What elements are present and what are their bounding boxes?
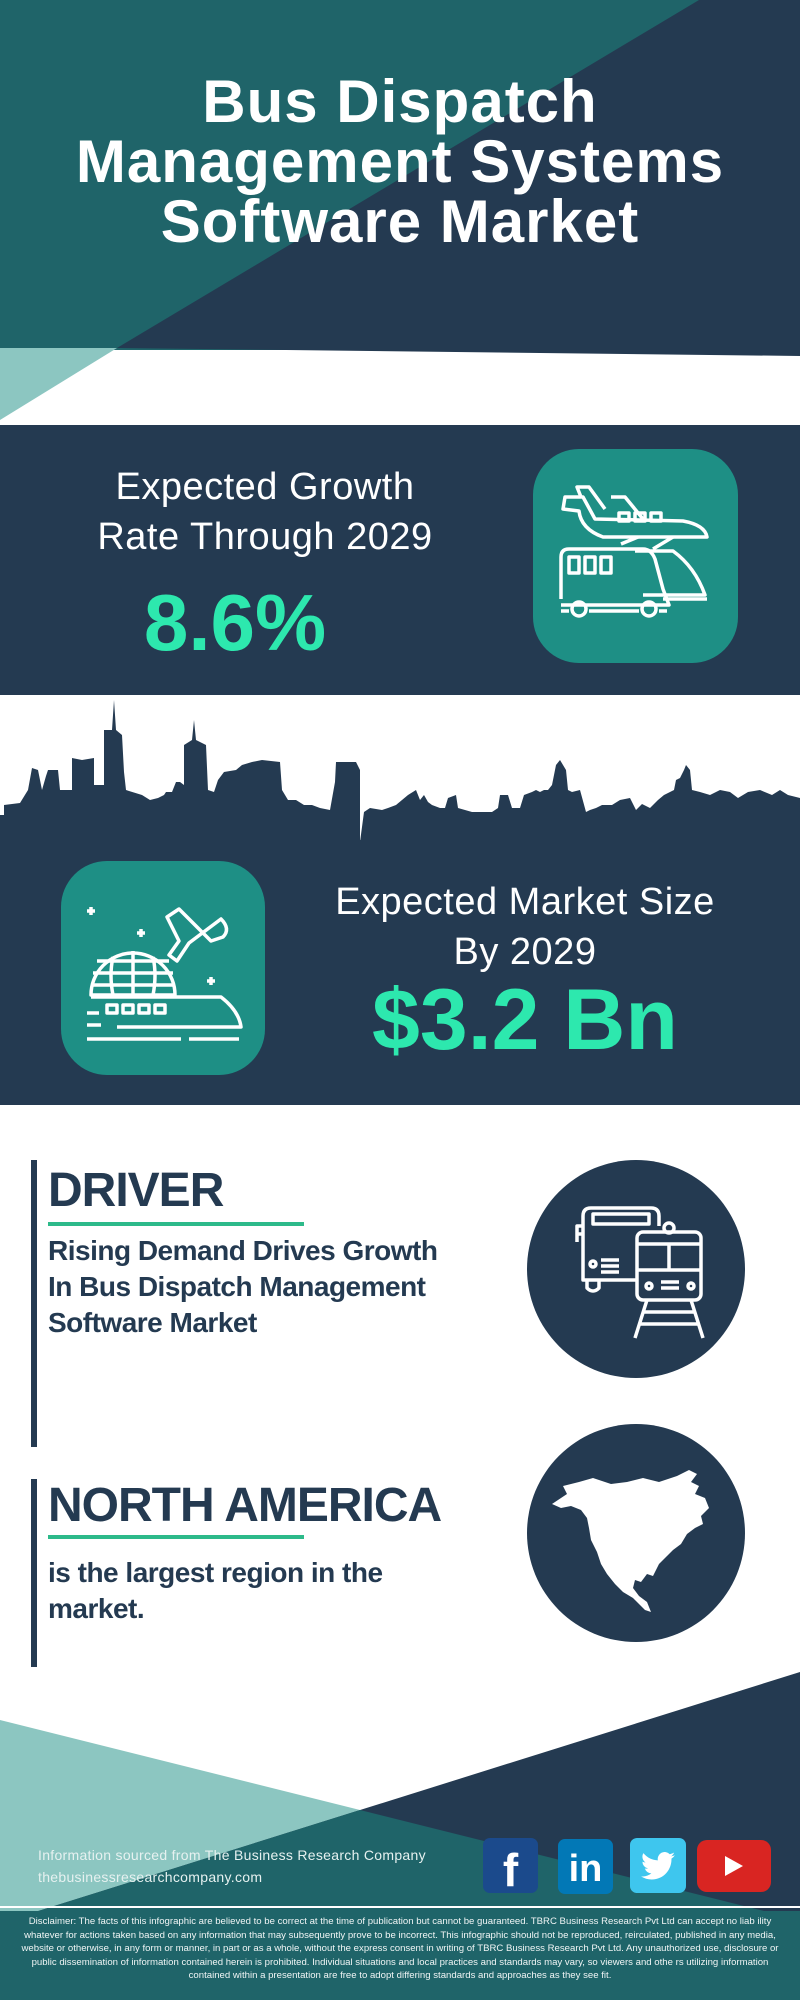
bus-train-icon [575,1206,705,1339]
driver-text: Rising Demand Drives Growth In Bus Dispa… [48,1233,438,1341]
driver-text-line: Rising Demand Drives Growth [48,1235,438,1266]
region-underline [48,1535,304,1539]
driver-underline [48,1222,304,1226]
market-label-line: Expected Market Size [335,881,715,923]
region-text-line: market. [48,1593,145,1624]
city-skyline [0,700,800,842]
region-text-line: is the largest region in the [48,1557,383,1588]
driver-text-line: Software Market [48,1307,257,1338]
title-line: Management Systems [75,128,725,195]
growth-icon-box [533,449,738,663]
region-accent-bar [31,1479,37,1667]
youtube-play-icon [725,1856,743,1876]
linkedin-button[interactable]: in [558,1839,613,1894]
twitter-button[interactable] [630,1838,686,1893]
source-text: Information sourced from The Business Re… [38,1847,426,1863]
plane-bus-train-icon [559,485,709,618]
growth-value: 8.6% [143,578,327,667]
footer-divider [0,1906,800,1908]
disclaimer-text: Disclaimer: The facts of this infographi… [21,1916,779,1981]
market-size-value: $3.2 Bn [372,972,678,1068]
linkedin-icon: in [568,1848,603,1890]
market-icon-box [61,861,265,1075]
driver-accent-bar [31,1160,37,1447]
page-title: Bus Dispatch Management Systems Software… [0,72,800,252]
market-size-label: Expected Market Size By 2029 [300,877,750,977]
disclaimer-bg [0,1911,800,2000]
market-label-line: By 2029 [453,931,597,973]
driver-text-line: In Bus Dispatch Management [48,1271,426,1302]
driver-icon-circle [527,1160,745,1378]
header-navy-diagonal [117,0,800,356]
youtube-button[interactable] [697,1840,771,1892]
header-light-teal-triangle [0,348,117,420]
globe-plane-train-icon [87,907,243,1041]
title-line: Bus Dispatch [202,68,598,135]
twitter-bird-icon [641,1851,675,1879]
website-link[interactable]: thebusinessresearchcompany.com [38,1869,263,1885]
region-text: is the largest region in the market. [48,1555,383,1627]
growth-label-line: Expected Growth [115,466,415,508]
facebook-icon: f [502,1844,519,1896]
region-heading: NORTH AMERICA [48,1479,442,1532]
region-icon-circle [527,1424,745,1642]
growth-label-line: Rate Through 2029 [97,516,433,558]
facebook-button[interactable]: f [483,1838,538,1896]
title-line: Software Market [160,188,640,255]
north-america-map-icon [552,1470,709,1612]
growth-label: Expected Growth Rate Through 2029 [60,462,470,562]
driver-heading: DRIVER [48,1164,224,1217]
